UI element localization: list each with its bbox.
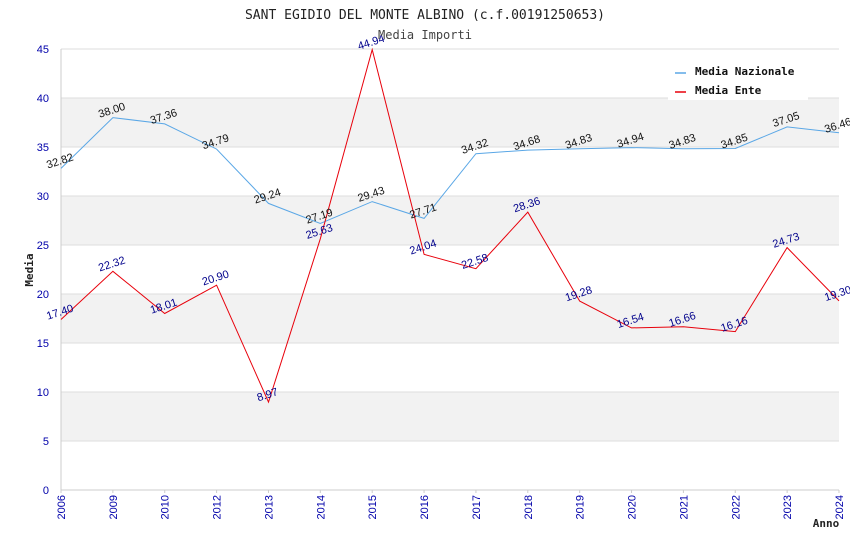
- y-tick-label: 35: [37, 142, 49, 154]
- x-tick-label: 2015: [367, 495, 379, 519]
- x-tick-label: 2020: [627, 495, 639, 519]
- legend-label-nazionale: Media Nazionale: [695, 65, 795, 78]
- x-tick-label: 2016: [419, 495, 431, 519]
- legend: Media Nazionale Media Ente: [668, 60, 808, 100]
- y-tick-label: 5: [43, 436, 49, 448]
- grid-bands: [61, 49, 839, 490]
- grid-band: [61, 98, 839, 147]
- x-tick-label: 2021: [678, 495, 690, 519]
- chart-subtitle: Media Importi: [378, 28, 472, 42]
- chart-title: SANT EGIDIO DEL MONTE ALBINO (c.f.001912…: [245, 8, 605, 23]
- grid-band: [61, 343, 839, 392]
- y-axis-label: Media: [23, 253, 36, 286]
- x-tick-label: 2012: [212, 495, 224, 519]
- grid-band: [61, 245, 839, 294]
- x-tick-label: 2019: [575, 495, 587, 519]
- y-tick-label: 15: [37, 338, 49, 350]
- y-tick-label: 40: [37, 93, 49, 105]
- series-line-ente: [60, 47, 840, 404]
- x-tick-label: 2022: [730, 495, 742, 519]
- x-tick-label: 2009: [108, 495, 120, 519]
- legend-label-ente: Media Ente: [695, 84, 762, 97]
- grid-band: [61, 196, 839, 245]
- y-axis-ticks: 0 5 10 15 20 25 30 35 40 45: [37, 44, 49, 497]
- y-tick-label: 0: [43, 485, 49, 497]
- legend-box: [668, 60, 808, 100]
- y-tick-label: 25: [37, 240, 49, 252]
- y-tick-label: 30: [37, 191, 49, 203]
- x-axis-ticks: 2006 2009 2010 2012 2013 2014 2015 2016 2017 2018…: [56, 490, 846, 519]
- grid-band: [61, 147, 839, 196]
- grid-lines: [61, 48, 839, 491]
- x-tick-label: 2023: [782, 495, 794, 519]
- series-line-nazionale: [60, 117, 840, 225]
- x-tick-label: 2024: [834, 495, 846, 519]
- grid-band: [61, 441, 839, 490]
- x-axis-label: Anno: [813, 517, 840, 530]
- y-tick-label: 10: [37, 387, 49, 399]
- x-tick-label: 2017: [471, 495, 483, 519]
- x-tick-label: 2006: [56, 495, 68, 519]
- grid-band: [61, 392, 839, 441]
- series-lines: [60, 47, 840, 404]
- x-tick-label: 2010: [160, 495, 172, 519]
- y-tick-label: 45: [37, 44, 49, 56]
- x-tick-label: 2014: [315, 495, 327, 519]
- x-tick-label: 2018: [523, 495, 535, 519]
- grid-band: [61, 294, 839, 343]
- y-tick-label: 20: [37, 289, 49, 301]
- x-tick-label: 2013: [263, 495, 275, 519]
